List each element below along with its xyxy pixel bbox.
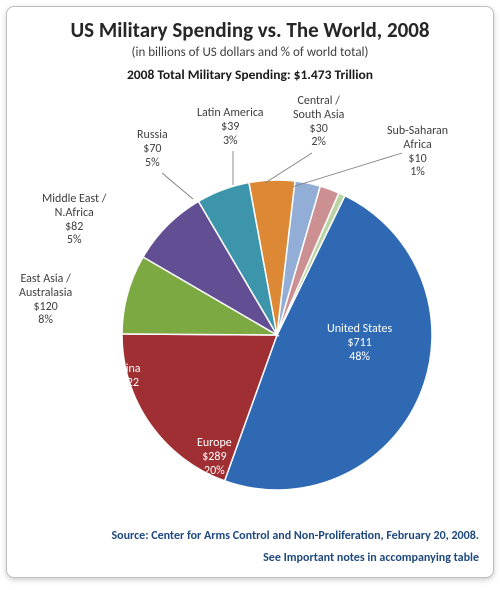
source-text: Source: Center for Arms Control and Non-…: [7, 529, 479, 543]
slice-label-united-states: United States $711 48%: [327, 323, 392, 364]
slice-label-middle-east-n-africa: Middle East / N.Africa $82 5%: [42, 193, 106, 248]
slice-label-russia: Russia $70 5%: [137, 129, 168, 170]
pie-chart: United States $711 48% Europe $289 20% Chi…: [7, 85, 494, 525]
chart-card: US Military Spending vs. The World, 2008…: [6, 6, 494, 578]
leader-line: [265, 153, 312, 183]
chart-subtitle: (in billions of US dollars and % of worl…: [7, 45, 493, 60]
slice-label-central-south-asia: Central / South Asia $30 2%: [293, 95, 344, 150]
slice-label-sub-saharan-africa: Sub-Saharan Africa $10 1%: [387, 125, 448, 180]
chart-title: US Military Spending vs. The World, 2008: [7, 17, 493, 43]
slice-label-china: China $122 8%: [113, 363, 141, 404]
leader-line: [292, 153, 402, 187]
slice-label-latin-america: Latin America $39 3%: [197, 107, 264, 148]
notes-link[interactable]: See Important notes in accompanying tabl…: [7, 551, 479, 565]
slice-label-europe: Europe $289 20%: [197, 437, 232, 478]
chart-total: 2008 Total Military Spending: $1.473 Tri…: [7, 66, 493, 83]
leader-line: [162, 173, 193, 199]
slice-label-east-asia-australasia: East Asia / Australasia $120 8%: [19, 273, 72, 328]
